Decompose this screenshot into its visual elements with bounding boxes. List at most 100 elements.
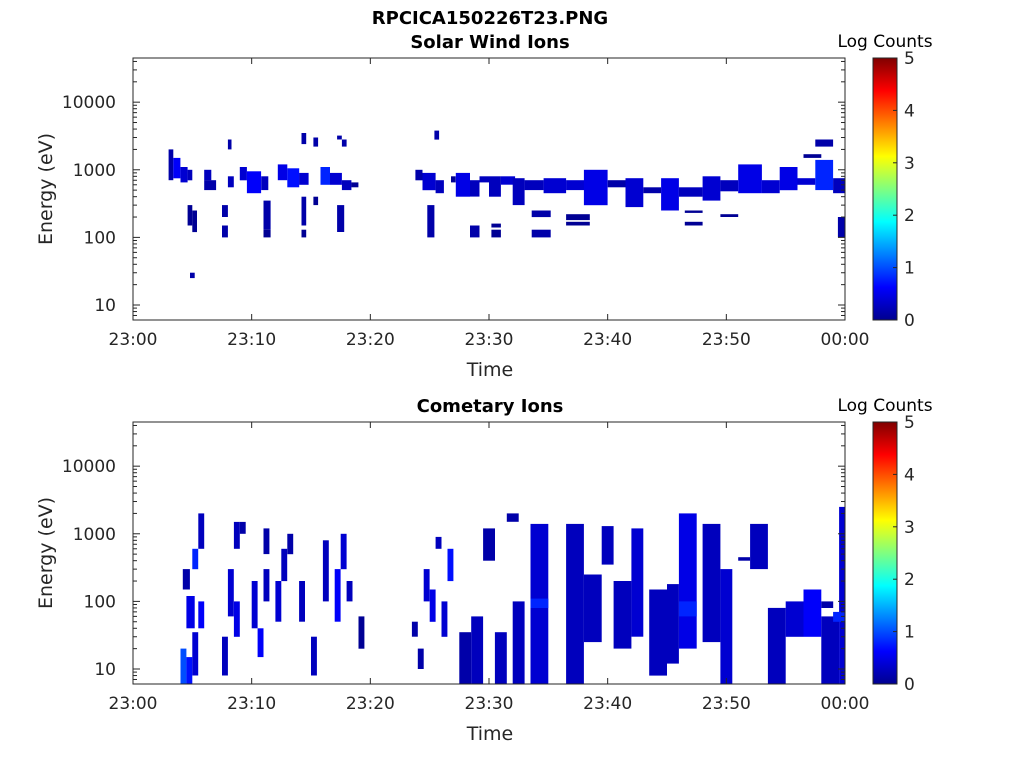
heatmap-cell: [441, 601, 448, 637]
heatmap-cell: [720, 214, 739, 217]
heatmap-cell: [301, 229, 307, 238]
y-tick-label: 100: [84, 592, 116, 612]
heatmap-cell: [341, 180, 352, 191]
heatmap-cell: [239, 521, 246, 534]
panel-1-title: Solar Wind Ions: [410, 32, 569, 53]
colorbar-1: [872, 57, 898, 321]
heatmap-cell: [566, 523, 584, 684]
heatmap-cell: [257, 628, 264, 658]
heatmap-cell: [566, 214, 590, 221]
colorbar-tick-label: 3: [904, 518, 915, 538]
colorbar-tick-label: 3: [904, 154, 915, 174]
heatmap-cell: [239, 167, 247, 181]
heatmap-cell: [455, 172, 470, 197]
heatmap-cell: [186, 596, 195, 629]
heatmap-cell: [702, 523, 721, 643]
heatmap-cell: [233, 521, 240, 549]
y-axis-label-2: Energy (eV): [35, 497, 57, 609]
heatmap-cell: [346, 581, 353, 602]
heatmap-cell: [287, 533, 294, 555]
heatmap-cell: [287, 168, 300, 188]
y-ticks-2: 10 100 1000 10000: [62, 424, 845, 685]
colorbar-label-1: Log Counts: [837, 32, 932, 52]
heatmap-cell: [506, 513, 519, 522]
heatmap-cell: [222, 225, 228, 238]
heatmap-cell: [429, 589, 436, 622]
heatmap-cell: [313, 137, 319, 147]
heatmap-cell: [678, 513, 697, 649]
y-tick-label: 100: [84, 228, 116, 248]
heatmap-cell: [839, 506, 845, 684]
colorbar-label-2: Log Counts: [837, 396, 932, 416]
heatmap-cell: [489, 176, 501, 197]
heatmap-cell: [301, 196, 307, 226]
heatmap-cell: [451, 176, 456, 183]
heatmap-cell: [246, 171, 262, 194]
heatmap-cell: [512, 601, 525, 684]
panel-cometary: Cometary Ions 23:00 23:10 23:20 23:30 23:40 2…: [35, 396, 933, 745]
y-tick-label: 10000: [62, 457, 116, 477]
x-tick-label: 00:00: [821, 330, 870, 350]
x-tick-label: 23:00: [109, 330, 158, 350]
heatmap-cell: [494, 632, 507, 684]
heatmap-cell: [625, 178, 644, 208]
heatmap-cell: [779, 167, 798, 191]
heatmap-cell: [470, 180, 480, 197]
heatmap-cell: [583, 169, 608, 206]
y-tick-label: 1000: [73, 525, 116, 545]
heatmap-cell: [427, 205, 435, 238]
heatmap-cell: [750, 523, 768, 570]
x-tick-label: 23:30: [465, 694, 514, 714]
heatmap-cell: [566, 180, 590, 191]
x-tick-label: 23:40: [583, 694, 632, 714]
heatmap-cell: [227, 569, 234, 617]
heatmap-cell: [566, 221, 590, 226]
heatmap-cell: [263, 528, 270, 555]
x-tick-label: 23:50: [702, 330, 751, 350]
heatmap-cell: [833, 178, 845, 194]
x-axis-label-2: Time: [466, 723, 514, 745]
heatmap-cell: [803, 589, 822, 637]
heatmap-cell: [222, 205, 228, 217]
heatmap-cell: [833, 611, 845, 622]
y-tick-label: 10000: [62, 93, 116, 113]
heatmap-cell: [415, 169, 423, 181]
heatmap-cell: [411, 621, 418, 637]
heatmap-cell: [168, 149, 174, 181]
heatmap-cell: [803, 154, 822, 158]
heatmap-cell: [186, 657, 193, 684]
colorbar-2: [872, 421, 898, 685]
heatmap-cell: [299, 172, 309, 185]
colorbar-tick-label: 0: [904, 675, 915, 695]
heatmap-cell: [198, 601, 205, 629]
heatmap-cell: [180, 167, 188, 183]
heatmap-cell: [204, 180, 217, 191]
heatmap-cell: [198, 513, 205, 549]
heatmap-cell: [263, 229, 271, 238]
colorbar-tick-label: 5: [904, 413, 915, 433]
heatmap-cell: [173, 157, 181, 179]
heatmap-cell: [667, 584, 679, 664]
heatmap-cell: [204, 169, 212, 181]
heatmap-cell: [301, 133, 307, 145]
heatmap-cell: [322, 540, 329, 602]
heatmap-cell: [543, 178, 567, 194]
heatmap-cell: [182, 569, 190, 590]
heatmap-cell: [837, 217, 845, 238]
x-tick-label: 23:40: [583, 330, 632, 350]
heatmap-cell: [607, 180, 626, 188]
heatmap-cell: [358, 616, 365, 649]
colorbar-tick-label: 5: [904, 49, 915, 69]
heatmap-cell: [187, 169, 193, 181]
heatmap-cell: [815, 159, 834, 191]
heatmap-cell: [702, 176, 721, 201]
heatmap-cell: [233, 601, 240, 637]
heatmap-cell: [483, 528, 495, 561]
heatmap-cell: [470, 225, 480, 238]
heatmap-cell: [275, 581, 282, 622]
y-tick-label: 1000: [73, 161, 116, 181]
x-tick-label: 23:10: [227, 330, 276, 350]
heatmap-cell: [263, 200, 271, 230]
heatmap-cell: [337, 135, 342, 140]
